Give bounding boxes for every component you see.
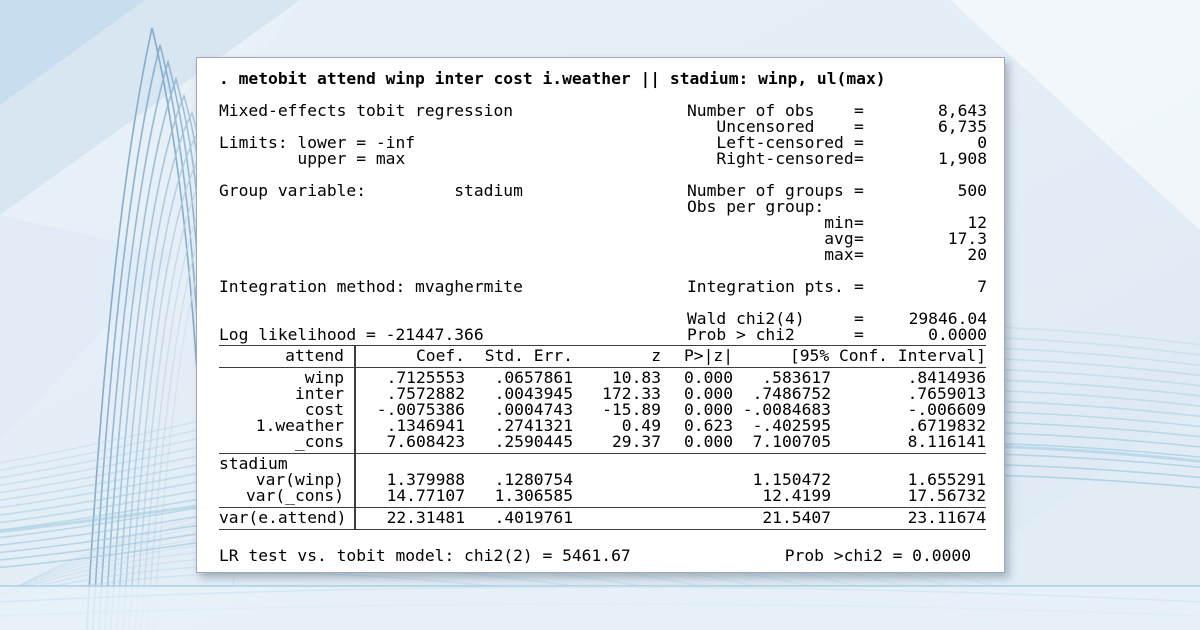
stat-line: Number of groups = 500 [687, 181, 987, 200]
stat-line: max = 20 [687, 245, 987, 264]
limits-upper: upper = max [219, 149, 406, 168]
lr-test-prob: Prob >chi2 = 0.0000 [784, 546, 971, 565]
stat-line: Right-censored = 1,908 [687, 149, 987, 168]
group-variable: Group variable: stadium [219, 181, 523, 200]
col-z: z [651, 346, 661, 365]
summary-row: Obs per group: [219, 197, 1004, 216]
col-coef: Coef. [415, 346, 465, 365]
summary-row: Mixed-effects tobit regression Number of… [219, 101, 1004, 120]
coef-table: attend Coef. Std. Err. z P>|z| [95% Conf… [219, 345, 986, 530]
spacer [219, 295, 1004, 311]
lr-test-line: LR test vs. tobit model: chi2(2) = 5461.… [219, 546, 971, 565]
table-header-row: attend Coef. Std. Err. z P>|z| [95% Conf… [219, 346, 986, 365]
summary-row: min = 12 [219, 213, 1004, 232]
stat-line: avg = 17.3 [687, 229, 987, 248]
summary-row: Uncensored = 6,735 [219, 117, 1004, 136]
coef-row-weather: 1.weather .1346941.2741321 0.49 0.623 -.4025… [255, 416, 986, 435]
stat-line: Integration pts. = 7 [687, 277, 987, 296]
log-likelihood: Log likelihood = -21447.366 [219, 325, 484, 344]
stat-line: Wald chi2(4) = 29846.04 [687, 309, 987, 328]
integration-method: Integration method: mvaghermite [219, 277, 523, 296]
table-divider [354, 345, 356, 530]
summary-row: Log likelihood = -21447.366 Prob > chi2 … [219, 325, 1004, 344]
var-row-e-attend: var(e.attend) 22.31481.4019761 21.5407 23.1… [219, 508, 986, 527]
model-title: Mixed-effects tobit regression [219, 101, 514, 120]
summary-row: Integration method: mvaghermite Integrat… [219, 277, 1004, 296]
stat-line: Obs per group: [687, 197, 825, 216]
stat-line: Prob > chi2 = 0.0000 [687, 325, 987, 344]
limits-lower: Limits: lower = -inf [219, 133, 416, 152]
residual-variance-section: var(e.attend) 22.31481.4019761 21.5407 23.1… [219, 508, 986, 530]
summary-row: Wald chi2(4) = 29846.04 [219, 309, 1004, 328]
col-stderr: Std. Err. [484, 346, 573, 365]
coef-row-inter: inter .7572882.0043945 172.33 0.000.7486752… [294, 384, 986, 403]
stat-line: Number of obs = 8,643 [687, 101, 987, 120]
table-header-section: attend Coef. Std. Err. z P>|z| [95% Conf… [219, 345, 986, 368]
random-effects-section: stadium var(winp) 1.379988.1280754 1.15047… [219, 454, 986, 508]
summary-row: Limits: lower = -inf Left-censored = 0 [219, 133, 1004, 152]
lr-test-text: LR test vs. tobit model: chi2(2) = 5461.… [219, 546, 631, 565]
col-depvar: attend [285, 346, 344, 365]
summary-row: upper = max Right-censored = 1,908 [219, 149, 1004, 168]
var-row-winp: var(winp) 1.379988.1280754 1.150472 1.65529… [255, 470, 986, 489]
command-line: . metobit attend winp inter cost i.weath… [219, 69, 886, 88]
fixed-effects-section: winp .7125553.0657861 10.83 0.000.583617.84… [219, 368, 986, 454]
summary-row: max = 20 [219, 245, 1004, 264]
stat-line: min = 12 [687, 213, 987, 232]
stata-output-card: . metobit attend winp inter cost i.weath… [196, 57, 1005, 573]
summary-row: avg = 17.3 [219, 229, 1004, 248]
var-row-cons: var(_cons) 14.77107 1.306585 12.4199 17.5673… [245, 486, 986, 505]
summary-row: Group variable: stadium Number of groups… [219, 181, 1004, 200]
coef-row-cons: _cons 7.608423.2590445 29.37 0.000 7.100705 8… [294, 432, 986, 451]
stat-line: Uncensored = 6,735 [687, 117, 987, 136]
re-group-label: stadium [219, 454, 288, 473]
coef-row-winp: winp .7125553.0657861 10.83 0.000.583617.84… [304, 368, 986, 387]
col-p: P>|z| [683, 346, 733, 365]
col-ci: [95% Conf. Interval] [789, 346, 986, 365]
stat-line: Left-censored = 0 [687, 133, 987, 152]
coef-row-cost: cost -.0075386.0004743 -15.89 0.000 -.008468… [304, 400, 986, 419]
